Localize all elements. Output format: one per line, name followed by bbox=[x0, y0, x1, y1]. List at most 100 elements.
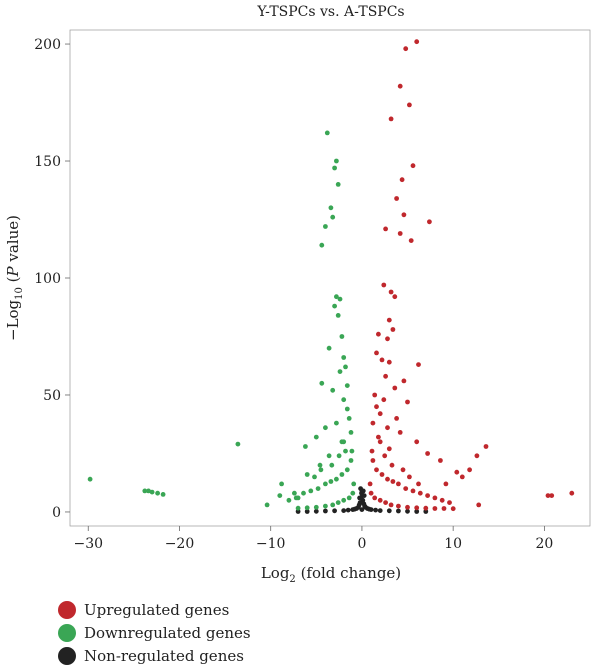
y-tick-label: 150 bbox=[34, 154, 61, 170]
chart-title: Y-TSPCs vs. A-TSPCs bbox=[256, 4, 404, 20]
data-point-up bbox=[459, 474, 465, 480]
data-point-up bbox=[367, 481, 373, 487]
data-point-down bbox=[339, 334, 345, 339]
x-tick-label: −10 bbox=[256, 536, 286, 552]
data-point-up bbox=[439, 497, 445, 503]
data-point-down bbox=[313, 504, 319, 510]
data-point-down bbox=[323, 481, 328, 487]
data-point-up bbox=[467, 467, 472, 473]
data-point-up bbox=[370, 420, 376, 426]
data-point-down bbox=[350, 490, 356, 496]
plot-frame bbox=[69, 29, 591, 527]
legend: Upregulated genes Downregulated genes No… bbox=[58, 598, 458, 667]
data-point-down bbox=[301, 490, 306, 496]
data-point-down bbox=[330, 214, 336, 220]
data-point-up bbox=[386, 446, 392, 452]
data-point-down bbox=[343, 448, 348, 454]
data-point-non bbox=[405, 508, 410, 514]
data-point-non bbox=[350, 507, 356, 512]
data-point-down bbox=[351, 481, 357, 487]
x-tick-label: 10 bbox=[444, 536, 462, 552]
data-point-up bbox=[405, 504, 410, 510]
data-point-up bbox=[447, 500, 452, 505]
data-point-down bbox=[341, 497, 347, 503]
data-point-up bbox=[381, 397, 387, 403]
data-point-down bbox=[348, 458, 354, 463]
data-point-down bbox=[341, 439, 347, 445]
legend-swatch-nonregulated bbox=[58, 646, 76, 665]
x-tick-label: −20 bbox=[165, 536, 195, 552]
data-point-up bbox=[545, 493, 551, 498]
y-axis-label: −Log10 (P value) bbox=[4, 215, 25, 341]
data-point-up bbox=[390, 327, 396, 332]
data-point-down bbox=[319, 242, 325, 248]
data-point-up bbox=[401, 212, 407, 218]
data-point-down bbox=[323, 503, 328, 509]
data-point-up bbox=[443, 481, 449, 487]
data-point-non bbox=[332, 508, 337, 514]
data-point-up bbox=[376, 434, 381, 440]
data-point-up bbox=[399, 177, 405, 183]
data-point-down bbox=[317, 462, 323, 468]
data-point-non bbox=[386, 508, 392, 514]
data-point-up bbox=[416, 362, 421, 367]
data-point-up bbox=[423, 505, 429, 511]
data-point-up bbox=[414, 39, 420, 45]
data-point-up bbox=[388, 116, 394, 122]
data-point-down bbox=[343, 364, 348, 370]
data-point-up bbox=[385, 336, 390, 342]
data-point-non bbox=[361, 493, 367, 498]
data-point-non bbox=[341, 508, 347, 513]
data-point-up bbox=[408, 238, 414, 244]
legend-swatch-downregulated bbox=[58, 623, 76, 642]
data-point-up bbox=[382, 453, 388, 459]
series-down bbox=[87, 130, 357, 511]
data-point-up bbox=[374, 467, 379, 473]
data-point-up bbox=[392, 294, 398, 300]
data-point-non bbox=[359, 507, 365, 512]
legend-label-upregulated: Upregulated genes bbox=[84, 600, 230, 619]
data-point-up bbox=[400, 467, 406, 473]
data-point-down bbox=[315, 486, 321, 491]
data-point-up bbox=[383, 226, 388, 232]
data-point-down bbox=[318, 467, 324, 473]
data-point-up bbox=[377, 411, 383, 417]
y-tick-label: 200 bbox=[34, 37, 61, 53]
data-point-up bbox=[397, 83, 403, 89]
data-point-up bbox=[388, 289, 394, 295]
data-point-down bbox=[328, 479, 334, 484]
data-point-down bbox=[277, 493, 283, 498]
data-point-down bbox=[326, 453, 332, 459]
data-points bbox=[87, 39, 575, 514]
data-point-down bbox=[295, 505, 301, 511]
data-point-down bbox=[313, 434, 319, 440]
data-point-up bbox=[410, 488, 416, 494]
data-point-down bbox=[293, 495, 299, 501]
data-point-up bbox=[377, 439, 383, 445]
x-axis-ticks: −30 −20 −10 0 10 20 bbox=[73, 526, 553, 552]
x-tick-label: 20 bbox=[535, 536, 553, 552]
data-point-down bbox=[349, 448, 355, 454]
data-point-down bbox=[341, 355, 347, 360]
y-tick-label: 0 bbox=[52, 505, 61, 521]
data-point-down bbox=[334, 158, 339, 164]
data-point-up bbox=[372, 392, 378, 398]
data-point-up bbox=[427, 219, 432, 225]
data-point-up bbox=[414, 505, 420, 511]
data-point-up bbox=[386, 359, 392, 365]
data-point-down bbox=[264, 502, 270, 508]
data-point-non bbox=[345, 507, 351, 513]
data-point-up bbox=[416, 481, 421, 487]
data-point-up bbox=[374, 404, 379, 410]
data-point-down bbox=[160, 492, 166, 497]
data-point-up bbox=[483, 444, 489, 449]
data-point-up bbox=[441, 506, 447, 511]
data-point-down bbox=[334, 294, 339, 300]
data-point-down bbox=[334, 476, 339, 482]
data-point-up bbox=[383, 373, 388, 379]
data-point-up bbox=[388, 502, 394, 508]
data-point-up bbox=[407, 474, 412, 480]
y-tick-label: 50 bbox=[43, 388, 61, 404]
data-point-up bbox=[379, 472, 385, 477]
data-point-non bbox=[323, 508, 328, 514]
